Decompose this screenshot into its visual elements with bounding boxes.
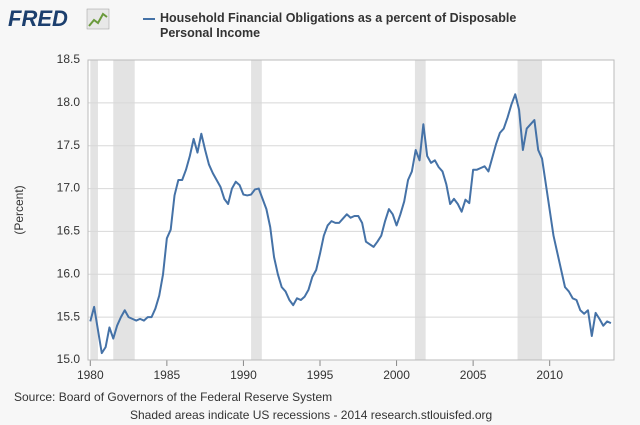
source: Source: Board of Governors of the Federa… (14, 390, 332, 404)
recession-band (251, 60, 262, 360)
x-tick-label: 1995 (307, 368, 334, 382)
y-tick-label: 18.0 (57, 95, 81, 109)
x-tick-label: 2010 (536, 368, 563, 382)
y-tick-label: 15.5 (57, 309, 81, 323)
x-tick-label: 1990 (230, 368, 257, 382)
logo-icon (86, 8, 110, 30)
y-tick-label: 18.5 (57, 52, 81, 66)
recession-band (517, 60, 543, 360)
y-tick-label: 17.0 (57, 181, 81, 195)
plot-frame (87, 59, 615, 361)
note: Shaded areas indicate US recessions - 20… (130, 408, 492, 422)
y-axis-label: (Percent) (12, 185, 26, 234)
x-tick-label: 2000 (383, 368, 410, 382)
legend-label: Household Financial Obligations as a per… (160, 11, 517, 40)
recession-band (113, 60, 135, 360)
y-tick-label: 17.5 (57, 138, 81, 152)
recession-band (414, 60, 426, 360)
x-tick-label: 1985 (154, 368, 181, 382)
x-tick-label: 2005 (460, 368, 487, 382)
y-tick-label: 15.0 (57, 352, 81, 366)
series-line (89, 93, 612, 355)
recession-band (90, 60, 98, 360)
logo: FRED (8, 6, 68, 31)
y-tick-label: 16.0 (57, 266, 81, 280)
y-tick-label: 16.5 (57, 224, 81, 238)
x-tick-label: 1980 (77, 368, 104, 382)
